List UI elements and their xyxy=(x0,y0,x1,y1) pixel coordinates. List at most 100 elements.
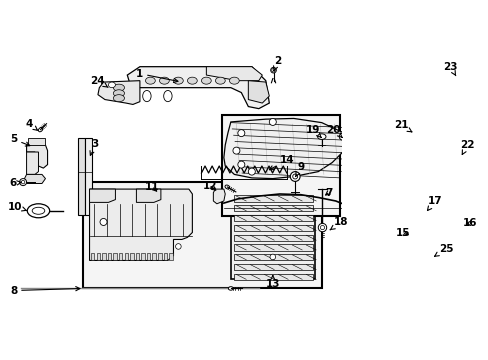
Ellipse shape xyxy=(113,95,124,102)
Text: 12: 12 xyxy=(202,181,217,190)
Polygon shape xyxy=(213,189,225,204)
Polygon shape xyxy=(89,189,192,260)
Polygon shape xyxy=(113,253,117,260)
Polygon shape xyxy=(26,152,39,174)
Ellipse shape xyxy=(317,134,325,139)
Ellipse shape xyxy=(108,82,115,88)
Ellipse shape xyxy=(142,90,151,102)
Polygon shape xyxy=(169,253,172,260)
Ellipse shape xyxy=(431,256,443,272)
Ellipse shape xyxy=(386,256,397,272)
Polygon shape xyxy=(234,264,313,270)
Ellipse shape xyxy=(290,172,300,181)
Polygon shape xyxy=(26,145,47,168)
Ellipse shape xyxy=(229,77,239,84)
Text: 24: 24 xyxy=(90,76,108,87)
Text: 22: 22 xyxy=(459,140,473,154)
Ellipse shape xyxy=(248,168,255,175)
Ellipse shape xyxy=(416,256,427,272)
Text: 13: 13 xyxy=(265,275,280,288)
Text: 17: 17 xyxy=(427,196,442,211)
Polygon shape xyxy=(234,274,313,280)
Ellipse shape xyxy=(453,72,460,78)
Text: 1: 1 xyxy=(136,69,178,82)
Polygon shape xyxy=(146,253,150,260)
Polygon shape xyxy=(365,251,462,278)
Polygon shape xyxy=(234,215,313,221)
Polygon shape xyxy=(136,253,139,260)
Ellipse shape xyxy=(339,133,346,140)
Polygon shape xyxy=(452,69,461,81)
Ellipse shape xyxy=(113,84,124,91)
Ellipse shape xyxy=(401,256,412,272)
Text: 21: 21 xyxy=(393,121,411,132)
Polygon shape xyxy=(89,189,115,202)
Polygon shape xyxy=(234,244,313,251)
Polygon shape xyxy=(248,81,269,103)
Polygon shape xyxy=(127,67,269,109)
Ellipse shape xyxy=(232,147,240,154)
Ellipse shape xyxy=(441,234,446,238)
Ellipse shape xyxy=(447,131,454,138)
Ellipse shape xyxy=(237,161,244,168)
Ellipse shape xyxy=(269,254,275,260)
Ellipse shape xyxy=(458,146,461,151)
Text: 19: 19 xyxy=(305,125,321,138)
Text: 7: 7 xyxy=(325,188,332,198)
Ellipse shape xyxy=(100,219,107,225)
Text: 14: 14 xyxy=(269,156,293,170)
Ellipse shape xyxy=(318,223,326,232)
Polygon shape xyxy=(124,253,128,260)
Ellipse shape xyxy=(215,77,225,84)
Polygon shape xyxy=(152,253,156,260)
Ellipse shape xyxy=(373,267,378,272)
Polygon shape xyxy=(91,253,94,260)
Bar xyxy=(222,115,339,216)
Polygon shape xyxy=(234,254,313,260)
Ellipse shape xyxy=(269,118,276,125)
Ellipse shape xyxy=(224,185,229,189)
Text: 23: 23 xyxy=(442,62,457,76)
Text: 20: 20 xyxy=(326,125,342,138)
Polygon shape xyxy=(102,253,105,260)
Ellipse shape xyxy=(320,226,324,231)
Ellipse shape xyxy=(399,123,452,146)
Polygon shape xyxy=(141,253,144,260)
Ellipse shape xyxy=(163,90,172,102)
Polygon shape xyxy=(419,207,440,239)
Ellipse shape xyxy=(237,130,244,137)
Ellipse shape xyxy=(228,287,233,290)
Polygon shape xyxy=(130,253,133,260)
Text: 4: 4 xyxy=(26,119,38,130)
Ellipse shape xyxy=(32,207,45,214)
Text: 5: 5 xyxy=(10,134,30,146)
Polygon shape xyxy=(158,253,161,260)
Polygon shape xyxy=(96,253,100,260)
Ellipse shape xyxy=(113,90,124,97)
Polygon shape xyxy=(98,81,140,104)
Text: 18: 18 xyxy=(329,217,348,230)
Polygon shape xyxy=(410,228,419,243)
Bar xyxy=(230,192,314,279)
Bar xyxy=(85,138,92,215)
Ellipse shape xyxy=(145,77,155,84)
Ellipse shape xyxy=(159,77,169,84)
Ellipse shape xyxy=(271,68,275,72)
Text: 15: 15 xyxy=(395,228,409,238)
Bar xyxy=(82,182,322,288)
Text: 16: 16 xyxy=(462,219,476,228)
Polygon shape xyxy=(136,189,161,202)
Text: 6: 6 xyxy=(9,179,21,189)
Polygon shape xyxy=(234,225,313,231)
Text: 9: 9 xyxy=(295,162,304,176)
Ellipse shape xyxy=(320,225,324,230)
Ellipse shape xyxy=(447,256,458,272)
Polygon shape xyxy=(206,67,262,81)
Polygon shape xyxy=(163,253,167,260)
Polygon shape xyxy=(224,118,346,179)
Bar xyxy=(78,138,85,215)
Polygon shape xyxy=(234,205,313,211)
Polygon shape xyxy=(24,174,45,184)
Text: 11: 11 xyxy=(145,182,160,192)
Polygon shape xyxy=(107,253,111,260)
